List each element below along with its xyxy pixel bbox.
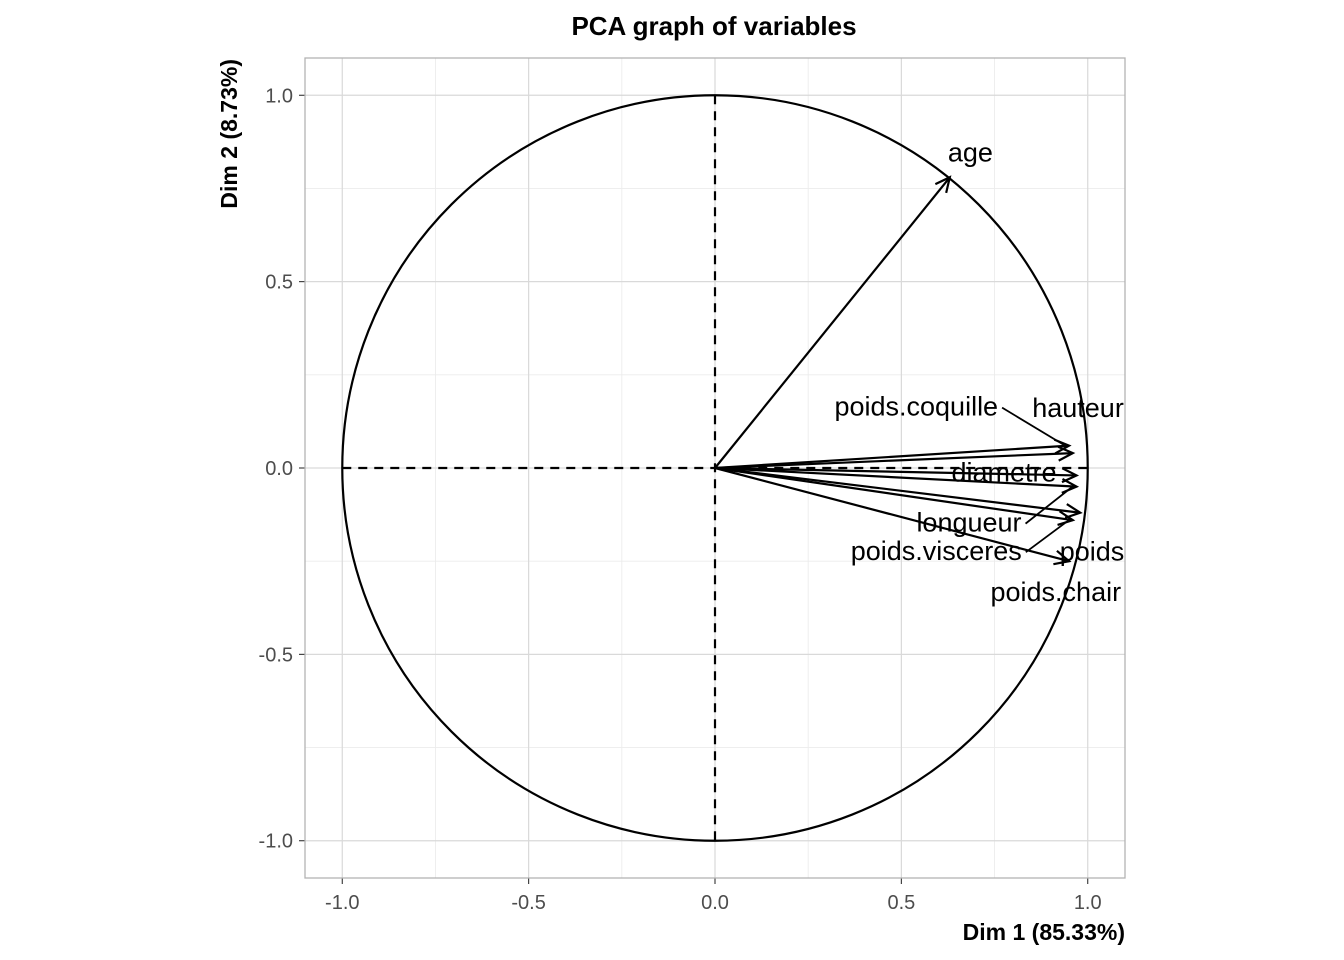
label-hauteur: hauteur <box>1032 393 1124 423</box>
arrow-poids-coquille <box>714 444 1070 470</box>
leader-poids-visceres <box>1025 519 1070 553</box>
arrowhead-diametre <box>1061 467 1080 484</box>
y-tick-label: 0.5 <box>265 272 293 294</box>
arrow-hauteur <box>714 451 1073 470</box>
label-poids-chair: poids.chair <box>991 577 1122 607</box>
correlation-circle-group <box>341 94 1089 842</box>
y-tick-label: -0.5 <box>259 644 293 666</box>
arrow-age <box>714 176 951 469</box>
variable-arrows <box>714 175 1083 566</box>
chart-title: PCA graph of variables <box>571 11 856 41</box>
x-tick-label: 0.0 <box>701 892 729 914</box>
leader-poids-coquille <box>1001 406 1066 447</box>
label-diametre: diametre <box>951 457 1056 487</box>
x-tick-label: 1.0 <box>1074 892 1102 914</box>
y-axis-title: Dim 2 (8.73%) <box>216 59 242 209</box>
x-tick-label: 0.5 <box>887 892 915 914</box>
y-tick-label: 0.0 <box>265 458 293 480</box>
y-tick-label: -1.0 <box>259 831 293 853</box>
label-poids-coquille: poids.coquille <box>834 392 998 422</box>
arrow-poids-visceres <box>714 466 1073 522</box>
unit-circle <box>341 94 1089 842</box>
leader-longueur <box>1024 485 1074 525</box>
x-tick-label: -0.5 <box>511 892 545 914</box>
arrowhead-age <box>934 175 952 194</box>
y-tick-label: 1.0 <box>265 85 293 107</box>
label-age: age <box>948 137 993 167</box>
label-longueur: longueur <box>916 508 1021 538</box>
label-poids: poids <box>1060 537 1125 567</box>
x-axis-ticks: -1.0 -0.5 0.0 0.5 1.0 <box>325 878 1102 914</box>
panel-border <box>304 57 1126 879</box>
arrowhead-poids-chair <box>1053 549 1072 566</box>
label-poids-visceres: poids.visceres <box>851 536 1022 566</box>
arrow-poids <box>714 466 1081 514</box>
arrowhead-poids-visceres <box>1057 510 1076 527</box>
arrow-longueur <box>714 466 1077 488</box>
y-axis-ticks: -1.0 -0.5 0.0 0.5 1.0 <box>259 85 305 853</box>
x-tick-label: -1.0 <box>325 892 359 914</box>
arrowhead-poids <box>1064 503 1083 519</box>
variable-labels: age hauteur poids.coquille diametre longueur… <box>834 137 1124 607</box>
x-axis-title: Dim 1 (85.33%) <box>963 919 1125 945</box>
arrow-diametre <box>714 466 1077 477</box>
arrow-poids-chair <box>714 466 1070 563</box>
